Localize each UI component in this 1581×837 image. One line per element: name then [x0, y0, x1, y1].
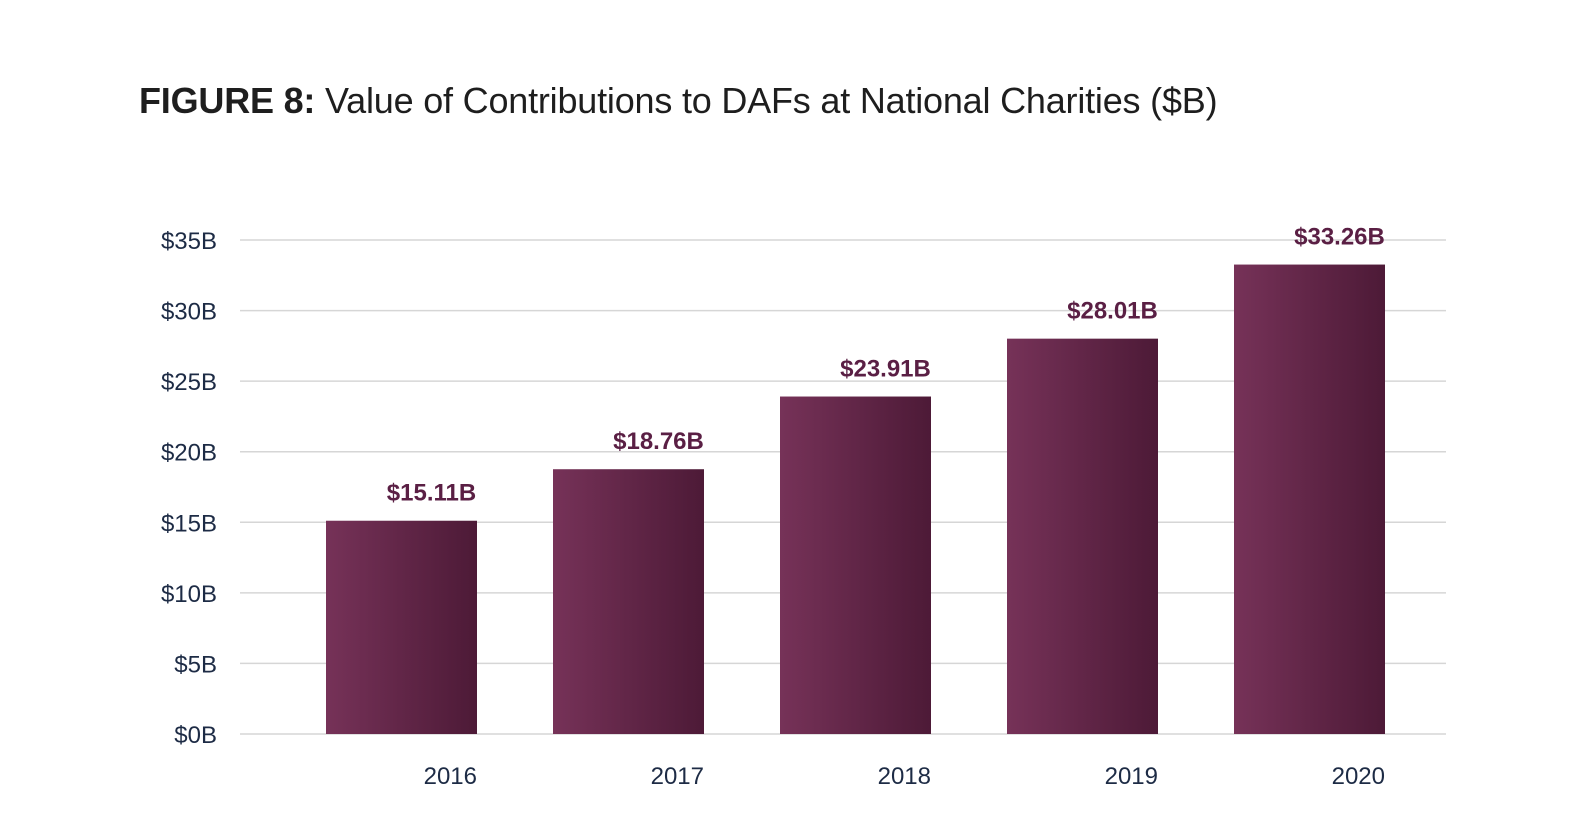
- bar-2016: [326, 520, 477, 734]
- data-labels: $15.11B $18.76B $23.91B $28.01B $33.26B: [387, 224, 1385, 507]
- chart-title: FIGURE 8: Value of Contributions to DAFs…: [139, 80, 1218, 122]
- y-tick-label: $5B: [174, 651, 217, 678]
- x-tick-label: 2016: [424, 763, 477, 790]
- x-tick-label: 2019: [1105, 763, 1158, 790]
- bars: [326, 264, 1385, 734]
- data-label: $18.76B: [613, 428, 704, 455]
- data-label: $28.01B: [1067, 298, 1158, 325]
- y-tick-label: $0B: [174, 722, 217, 749]
- x-axis: 2016 2017 2018 2019 2020: [424, 763, 1385, 790]
- data-label: $33.26B: [1294, 224, 1385, 251]
- y-tick-label: $30B: [161, 299, 217, 326]
- y-tick-label: $20B: [161, 440, 217, 467]
- y-tick-label: $25B: [161, 369, 217, 396]
- y-tick-label: $10B: [161, 581, 217, 608]
- y-tick-label: $35B: [161, 228, 217, 255]
- data-label: $15.11B: [387, 480, 476, 507]
- figure-number: FIGURE 8:: [139, 80, 316, 121]
- bar-2019: [1007, 338, 1158, 734]
- y-tick-label: $15B: [161, 510, 217, 537]
- bar-2020: [1234, 264, 1385, 734]
- x-tick-label: 2017: [651, 763, 704, 790]
- figure-caption: Value of Contributions to DAFs at Nation…: [315, 80, 1218, 121]
- y-axis: $0B $5B $10B $15B $20B $25B $30B $35B: [161, 228, 217, 749]
- bar-2017: [553, 469, 704, 734]
- bar-2018: [780, 396, 931, 734]
- x-tick-label: 2020: [1332, 763, 1385, 790]
- x-tick-label: 2018: [878, 763, 931, 790]
- data-label: $23.91B: [840, 356, 931, 383]
